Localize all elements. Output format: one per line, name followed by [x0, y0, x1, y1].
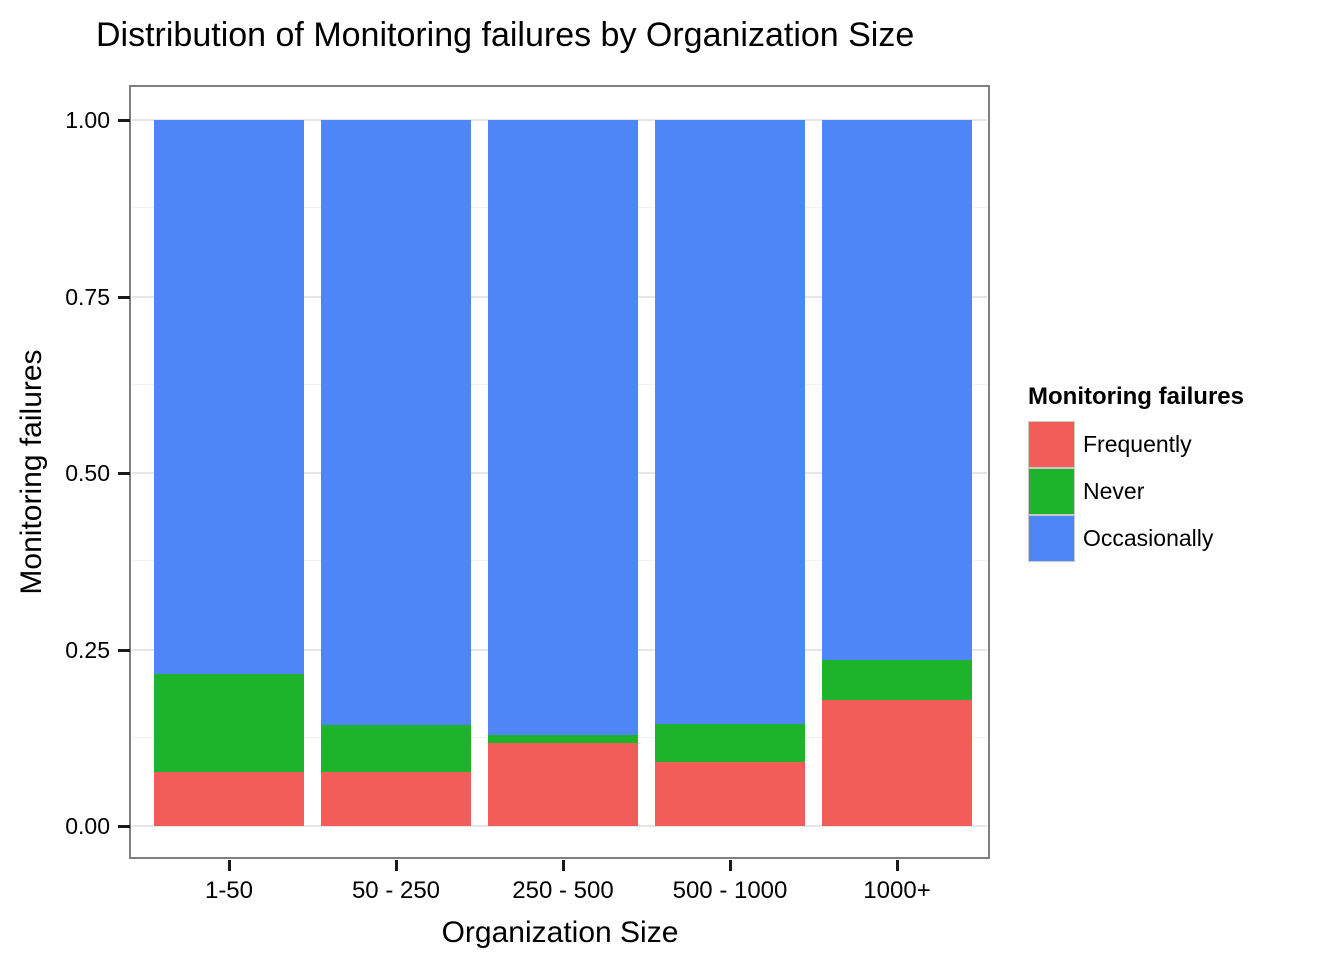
bar-segment-never-5 [822, 660, 972, 700]
x-axis-title: Organization Size [441, 916, 679, 949]
y-tick-label: 0.75 [65, 284, 110, 310]
legend-label: Never [1083, 478, 1145, 504]
y-tick-mark [118, 296, 130, 299]
x-tick-label: 1000+ [863, 877, 931, 904]
legend-label: Frequently [1083, 431, 1192, 457]
bar-segment-frequently-5 [822, 700, 972, 826]
x-tick-mark [228, 860, 231, 871]
bar-segment-never-1 [154, 674, 304, 772]
legend-entry-frequently: Frequently [1028, 421, 1244, 468]
y-tick-label: 0.00 [65, 813, 110, 839]
y-tick-mark [118, 649, 130, 652]
legend-label: Occasionally [1083, 525, 1214, 551]
y-tick-mark [118, 825, 130, 828]
bar-segment-frequently-1 [154, 772, 304, 826]
legend-entry-never: Never [1028, 468, 1244, 515]
legend-title: Monitoring failures [1028, 383, 1244, 410]
y-tick-label: 0.25 [65, 637, 110, 663]
x-tick-label: 250 - 500 [512, 877, 614, 904]
legend: Monitoring failures Frequently Never Occas… [1028, 383, 1244, 562]
x-tick-mark [562, 860, 565, 871]
legend-swatch-occasionally [1028, 515, 1075, 562]
bar-segment-occasionally-1 [154, 120, 304, 674]
y-tick-label: 0.50 [65, 460, 110, 486]
bar-segment-never-2 [321, 725, 471, 772]
x-tick-label: 500 - 1000 [672, 877, 788, 904]
x-tick-label: 50 - 250 [351, 877, 441, 904]
x-tick-label: 1-50 [204, 877, 254, 904]
legend-swatch-frequently [1028, 421, 1075, 468]
bar-segment-never-4 [655, 724, 805, 762]
x-tick-mark [896, 860, 899, 871]
legend-entry-occasionally: Occasionally [1028, 515, 1244, 562]
bar-segment-frequently-2 [321, 772, 471, 826]
y-tick-label: 1.00 [65, 107, 110, 133]
bar-segment-occasionally-4 [655, 120, 805, 724]
y-tick-mark [118, 119, 130, 122]
bar-segment-occasionally-2 [321, 120, 471, 725]
x-tick-mark [395, 860, 398, 871]
bar-segment-occasionally-5 [822, 120, 972, 660]
bar-segment-occasionally-3 [488, 120, 638, 735]
major-gridline [132, 825, 987, 827]
y-tick-mark [118, 472, 130, 475]
legend-entries: Frequently Never Occasionally [1028, 421, 1244, 562]
bar-segment-frequently-4 [655, 762, 805, 826]
legend-swatch-never [1028, 468, 1075, 515]
bar-segment-never-3 [488, 735, 638, 743]
bar-segment-frequently-3 [488, 743, 638, 826]
chart-title: Distribution of Monitoring failures by O… [96, 16, 915, 54]
x-tick-mark [729, 860, 732, 871]
